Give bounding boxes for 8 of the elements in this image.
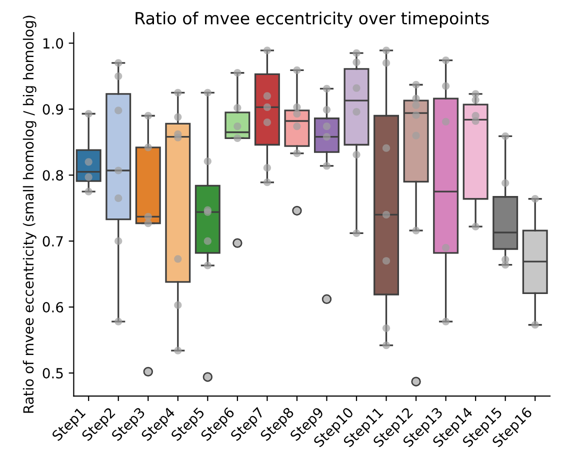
y-axis-title: Ratio of mvee eccentricity (small homolog / big homolog) <box>22 16 36 413</box>
y-tick-label: 0.9 <box>42 104 64 115</box>
chart-title: Ratio of mvee eccentricity over timepoints <box>136 12 489 28</box>
y-tick-label: 0.7 <box>42 236 63 247</box>
y-tick-label: 0.5 <box>42 368 63 378</box>
y-tick-label: 0.8 <box>42 170 64 181</box>
y-tick-label: 1.0 <box>43 38 64 49</box>
y-tick-label: 0.6 <box>42 302 64 313</box>
